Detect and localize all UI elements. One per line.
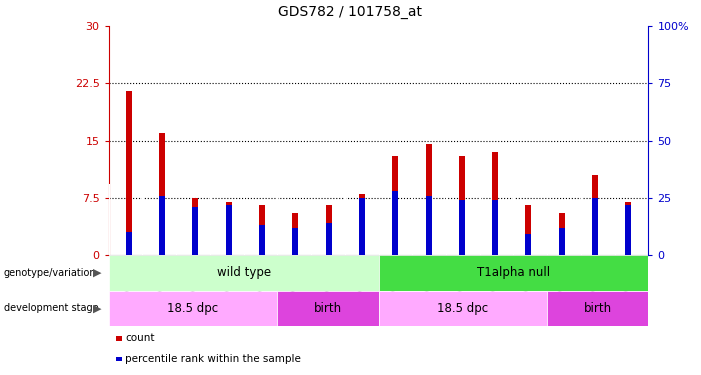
Text: birth: birth [584,302,612,315]
Text: percentile rank within the sample: percentile rank within the sample [125,354,301,364]
Bar [592,198,598,255]
Bar [192,207,198,255]
Text: GDS782 / 101758_at: GDS782 / 101758_at [278,5,423,19]
Bar [226,202,231,255]
Bar [125,232,132,255]
Text: birth: birth [314,302,342,315]
Bar [392,156,398,255]
Bar [426,195,432,255]
Bar [526,206,531,255]
Bar [159,133,165,255]
Bar [259,225,265,255]
Bar [625,205,632,255]
Bar [459,156,465,255]
Bar [292,228,298,255]
Bar [192,198,198,255]
Text: wild type: wild type [217,266,271,279]
Bar [459,200,465,255]
Bar [379,255,648,291]
Bar [359,194,365,255]
Text: 18.5 dpc: 18.5 dpc [168,302,219,315]
Text: 18.5 dpc: 18.5 dpc [437,302,489,315]
Text: T1alpha null: T1alpha null [477,266,550,279]
Bar [292,213,298,255]
Text: development stage: development stage [4,303,98,313]
Bar [278,291,379,326]
Text: genotype/variation: genotype/variation [4,268,96,278]
Bar [547,291,648,326]
Bar [559,228,565,255]
Bar [526,234,531,255]
Bar [492,200,498,255]
Bar [109,291,278,326]
Bar [559,213,565,255]
Bar [592,175,598,255]
Bar [109,255,379,291]
Bar [359,198,365,255]
Bar [159,195,165,255]
Text: ▶: ▶ [93,268,102,278]
Bar [325,223,332,255]
Bar [625,202,632,255]
Bar [426,144,432,255]
Bar [392,191,398,255]
Bar [259,206,265,255]
Bar [125,91,132,255]
Bar [325,206,332,255]
Bar [379,291,547,326]
Bar [226,205,231,255]
Text: ▶: ▶ [93,303,102,313]
Text: count: count [125,333,154,344]
Bar [492,152,498,255]
